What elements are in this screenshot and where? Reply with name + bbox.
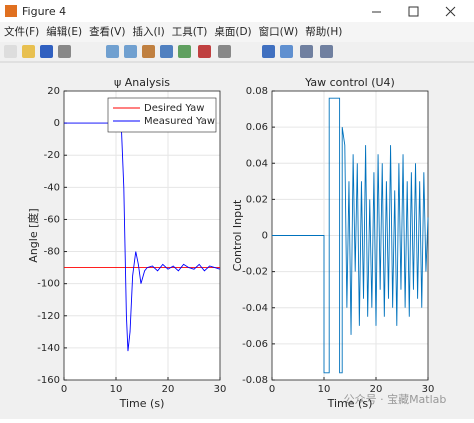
y-tick-label: -20 <box>44 150 60 161</box>
x-tick-label: 10 <box>110 384 123 395</box>
x-tick-label: 20 <box>370 384 383 395</box>
menu-item[interactable]: 编辑(E) <box>46 25 82 38</box>
tool-icon[interactable] <box>280 45 293 58</box>
menu-item[interactable]: 文件(F) <box>4 25 39 38</box>
y-tick-label: -0.06 <box>242 339 268 350</box>
app-icon <box>5 5 17 17</box>
y-tick-label: 0.08 <box>246 86 268 97</box>
y-tick-label: 20 <box>47 86 60 97</box>
x-tick-label: 20 <box>162 384 175 395</box>
y-tick-label: 0.06 <box>246 122 268 133</box>
close[interactable] <box>445 6 456 17</box>
x-tick-label: 0 <box>269 384 275 395</box>
tool-icon[interactable] <box>124 45 137 58</box>
tool-icon[interactable] <box>22 45 35 58</box>
x-tick-label: 30 <box>214 384 227 395</box>
tool-icon[interactable] <box>58 45 71 58</box>
y-axis-label: Control Input <box>231 199 244 271</box>
y-tick-label: -0.02 <box>242 267 268 278</box>
y-axis-label: Angle [度] <box>26 208 40 262</box>
y-tick-label: 0.02 <box>246 194 268 205</box>
plot-area <box>64 91 220 380</box>
tool-icon[interactable] <box>300 45 313 58</box>
data-line <box>272 97 429 374</box>
legend-box <box>107 97 217 133</box>
maximize[interactable] <box>408 6 419 17</box>
y-tick-label: 0.04 <box>246 158 268 169</box>
x-axis-label: Time (s) <box>119 397 165 410</box>
axes-box <box>63 90 221 381</box>
y-tick-label: 0 <box>54 118 60 129</box>
tool-icon[interactable] <box>198 45 211 58</box>
menu-item[interactable]: 插入(I) <box>132 25 164 38</box>
x-tick-label: 0 <box>61 384 67 395</box>
menu-item[interactable]: 桌面(D) <box>214 25 251 38</box>
chart-title: Yaw control (U4) <box>304 76 395 89</box>
tool-icon[interactable] <box>40 45 53 58</box>
menu: 文件(F) 编辑(E) 查看(V) 插入(I) 工具(T) 桌面(D) 窗口(W) 帮助(H) <box>4 25 342 38</box>
data-line <box>64 122 221 352</box>
x-tick-label: 10 <box>318 384 331 395</box>
y-tick-label: -0.08 <box>242 375 268 386</box>
tool-icon[interactable] <box>106 45 119 58</box>
x-axis-label: Time (s) <box>327 397 373 410</box>
tool-icon[interactable] <box>142 45 155 58</box>
menu-item[interactable]: 查看(V) <box>89 25 125 38</box>
toolbar-icons <box>4 45 333 58</box>
legend-label: Measured Yaw <box>144 116 215 127</box>
tool-icon[interactable] <box>178 45 191 58</box>
chart-title: ψ Analysis <box>114 76 170 89</box>
tool-icon[interactable] <box>218 45 231 58</box>
y-tick-label: -120 <box>37 311 60 322</box>
y-tick-label: -100 <box>37 279 60 290</box>
y-tick-label: -0.04 <box>242 303 268 314</box>
y-tick-label: -160 <box>37 375 60 386</box>
tool-icon[interactable] <box>262 45 275 58</box>
toolbar <box>0 42 474 62</box>
y-tick-label: -60 <box>44 214 60 225</box>
legend-label: Desired Yaw <box>144 103 204 114</box>
y-tick-label: -140 <box>37 343 60 354</box>
y-tick-label: -80 <box>44 247 60 258</box>
tool-icon[interactable] <box>320 45 333 58</box>
watermark: 公众号 · 宝藏Matlab <box>344 392 447 406</box>
x-tick-label: 30 <box>422 384 435 395</box>
y-tick-label: -40 <box>44 182 60 193</box>
title-bar <box>0 0 474 22</box>
y-tick-label: 0 <box>262 231 268 242</box>
menu-bar <box>0 22 474 42</box>
menu-item[interactable]: 帮助(H) <box>305 25 342 38</box>
menu-item[interactable]: 工具(T) <box>172 26 208 38</box>
tool-icon[interactable] <box>160 45 173 58</box>
window-title: Figure 4 <box>22 5 66 18</box>
menu-item[interactable]: 窗口(W) <box>259 25 299 38</box>
tool-icon[interactable] <box>4 45 17 58</box>
